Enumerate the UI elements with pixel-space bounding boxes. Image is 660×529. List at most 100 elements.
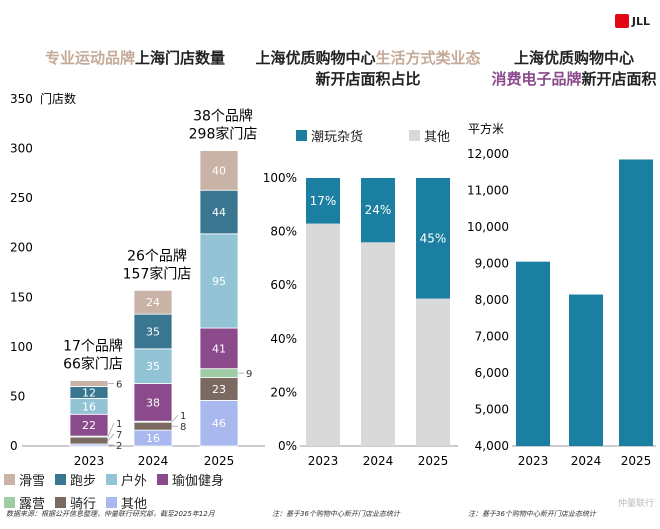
bar-segment [199,189,239,235]
y-tick-label: 11,000 [467,184,509,198]
data-label: 17% [310,194,337,208]
bar [516,261,550,446]
annotation-stores: 66家门店 [63,356,123,373]
y-tick-label: 5,000 [475,403,509,417]
annotation-brands: 26个品牌 [127,247,187,264]
legend-label: 瑜伽健身 [172,474,225,489]
bar [619,159,653,446]
x-tick-label: 2023 [518,454,549,468]
bar-segment [199,368,239,378]
data-label: 44 [212,206,226,219]
bar-segment [133,383,173,422]
y-tick-label: 100% [263,171,297,185]
bar-segment [69,380,109,387]
legend-item: 跑步 [55,470,96,489]
bar-segment [416,178,450,299]
chart2-title-part1: 上海优质购物中心 [255,49,376,67]
y-tick-label: 6,000 [475,366,509,380]
data-label: 16 [82,400,96,413]
chart1-title: 专业运动品牌上海门店数量 [20,48,250,69]
data-label: 1 [116,419,122,430]
data-label: 41 [212,342,226,355]
data-label: 8 [180,422,186,433]
legend-swatch [4,497,15,508]
chart2-title-highlight: 生活方式类业态 [375,49,481,67]
x-tick-label: 2025 [621,454,652,468]
legend-item: 滑雪 [4,470,45,489]
x-tick-label: 2025 [204,454,235,468]
data-label: 40 [212,164,226,177]
y-tick-label: 60% [270,278,297,292]
bar-segment [416,298,450,446]
y-tick-label: 12,000 [467,147,509,161]
legend-label: 露营 [19,497,46,512]
data-label-leader [107,422,115,437]
x-tick-label: 2025 [418,454,449,468]
legend-swatch [106,497,118,508]
legend-swatch [4,474,15,485]
chart3-title: 上海优质购物中心消费电子品牌新开店面积 [488,48,660,90]
chart1-title-rest: 上海门店数量 [135,49,226,67]
bar-segment [306,223,340,446]
bar [569,294,603,446]
data-label: 22 [82,419,96,432]
legend-item: 户外 [106,470,147,489]
legend-swatch [106,474,118,485]
legend-swatch [157,474,169,485]
x-tick-label: 2023 [74,454,105,468]
y-tick-label: 7,000 [475,330,509,344]
data-label-leader [107,433,115,441]
data-label: 6 [116,380,122,391]
data-label: 7 [116,430,122,441]
legend-swatch [55,474,67,485]
legend-label: 其他 [121,497,148,512]
y-tick-label: 150 [10,290,33,304]
bar-segment [133,421,173,431]
legend-swatch [409,130,421,141]
data-label: 23 [212,383,226,396]
chart3-title-line1: 上海优质购物中心 [513,49,634,67]
x-tick-label: 2024 [363,454,394,468]
chart3-note: 注：基于36个购物中心新开门店业态统计 [468,510,596,518]
y-axis-label: 平方米 [468,121,504,136]
source-note: 数据来源：根据公开信息整理，仲量联行研究部，截至2025年12月 [6,510,215,518]
y-tick-label: 50 [10,389,25,403]
data-label: 35 [146,360,160,373]
legend-label: 潮玩杂货 [311,130,364,145]
annotation-stores: 298家门店 [189,126,258,143]
y-axis-label: 门店数 [40,91,76,106]
data-label: 16 [146,432,160,445]
jll-logo-mark [614,14,629,28]
y-tick-label: 4,000 [475,439,509,453]
data-label: 12 [82,386,96,399]
legend-item: 骑行 [55,493,96,512]
y-tick-label: 350 [10,92,33,106]
legend-swatch [55,497,67,508]
data-label: 2 [116,441,122,452]
legend-item: 瑜伽健身 [157,470,224,489]
data-label: 45% [420,231,447,245]
legend-label: 滑雪 [19,474,46,489]
jll-logo: JLL [614,14,650,28]
y-tick-label: 9,000 [475,257,509,271]
annotation-brands: 38个品牌 [193,108,253,125]
y-tick-label: 0% [278,439,297,453]
chart2-title: 上海优质购物中心生活方式类业态 新开店面积占比 [252,48,484,90]
legend-item: 露营 [4,493,45,512]
bar-segment [306,178,340,224]
legend-label: 跑步 [70,474,97,489]
legend-label: 其他 [424,130,451,145]
watermark: 仲量联行 [618,499,655,509]
legend-item: 其他 [106,493,147,512]
y-tick-label: 300 [10,142,33,156]
data-label: 9 [246,369,252,380]
y-tick-label: 10,000 [467,220,509,234]
bar-segment [199,233,239,329]
chart3-title-highlight: 消费电子品牌 [491,70,582,88]
y-tick-label: 0 [10,439,18,453]
legend-label: 户外 [121,474,148,489]
chart3-title-rest: 新开店面积 [581,70,657,88]
bar-segment [199,150,239,191]
x-tick-label: 2023 [308,454,339,468]
data-label: 95 [212,275,226,288]
